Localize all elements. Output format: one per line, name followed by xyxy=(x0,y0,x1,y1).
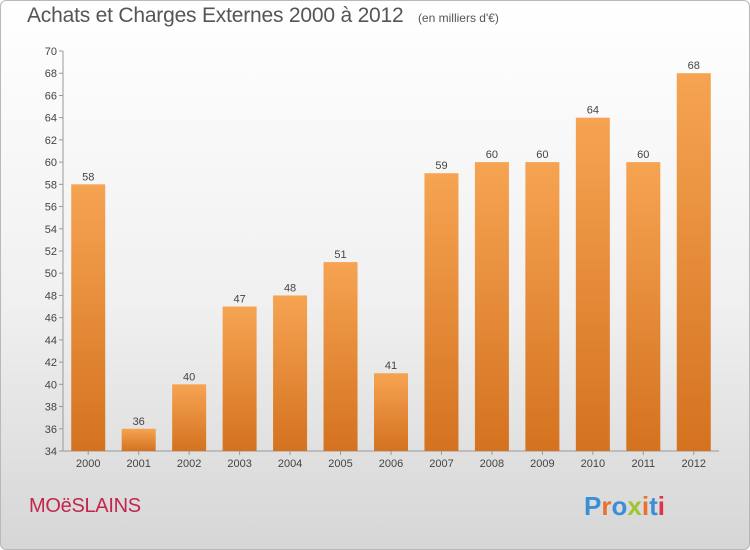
bar xyxy=(273,295,308,451)
bar xyxy=(71,184,106,452)
y-tick-label: 38 xyxy=(45,402,57,414)
x-tick-label: 2010 xyxy=(581,458,605,470)
y-tick-label: 62 xyxy=(45,135,57,147)
y-tick-label: 60 xyxy=(45,157,57,169)
bar-value-label: 60 xyxy=(536,149,548,161)
x-tick-label: 2012 xyxy=(682,458,706,470)
y-tick-label: 36 xyxy=(45,424,57,436)
x-tick-label: 2006 xyxy=(379,458,403,470)
bar-value-label: 36 xyxy=(133,416,145,428)
bar xyxy=(323,262,358,451)
bar xyxy=(222,306,257,451)
bar xyxy=(575,117,610,452)
y-axis: 34 36 38 40 42 44 46 48 50 52 54 56 58 60 62 64 66 68 70 xyxy=(45,46,64,458)
logo-letter: i xyxy=(641,491,650,521)
x-tick-label: 2007 xyxy=(429,458,453,470)
x-tick-label: 2009 xyxy=(530,458,554,470)
y-tick-label: 52 xyxy=(45,246,57,258)
y-tick-label: 64 xyxy=(45,113,57,125)
bar xyxy=(172,384,207,451)
x-tick-label: 2011 xyxy=(631,458,655,470)
y-tick-label: 40 xyxy=(45,379,57,391)
chart-unit: (en milliers d'€) xyxy=(417,11,499,25)
y-tick-label: 34 xyxy=(45,446,57,458)
bar xyxy=(424,173,459,451)
bar-value-label: 68 xyxy=(688,60,700,72)
bar-value-label: 60 xyxy=(486,149,498,161)
bar xyxy=(474,162,509,451)
bar-value-label: 59 xyxy=(435,160,447,172)
title-block: Achats et Charges Externes 2000 à 2012 (… xyxy=(27,4,499,28)
bar xyxy=(121,428,156,451)
x-tick-label: 2003 xyxy=(227,458,251,470)
x-tick-label: 2008 xyxy=(480,458,504,470)
bar-value-label: 58 xyxy=(82,171,94,183)
commune-name: MOëSLAINS xyxy=(29,495,141,517)
bar-value-label: 47 xyxy=(233,294,245,306)
bar-value-label: 41 xyxy=(385,360,397,372)
logo-letter: r xyxy=(601,491,612,521)
x-tick-label: 2005 xyxy=(328,458,352,470)
x-tick-label: 2000 xyxy=(76,458,100,470)
bar-value-label: 51 xyxy=(334,249,346,261)
data-labels: 58 36 40 47 48 51 41 59 60 60 64 60 68 xyxy=(82,60,700,428)
bar xyxy=(626,162,661,451)
y-tick-label: 54 xyxy=(45,224,57,236)
y-tick-label: 44 xyxy=(45,335,57,347)
chart-title: Achats et Charges Externes 2000 à 2012 xyxy=(27,4,404,27)
logo-letter: P xyxy=(584,491,602,521)
x-tick-label: 2002 xyxy=(177,458,201,470)
logo-letter: t xyxy=(649,491,658,521)
bar xyxy=(374,373,408,451)
y-tick-label: 46 xyxy=(45,313,57,325)
logo-letter: o xyxy=(611,491,628,521)
logo-letter: i xyxy=(657,491,665,521)
bar-value-label: 60 xyxy=(637,149,649,161)
y-tick-label: 42 xyxy=(45,357,57,369)
y-tick-label: 70 xyxy=(45,46,57,58)
y-tick-label: 48 xyxy=(45,290,57,302)
logo-letter: x xyxy=(627,491,642,521)
y-tick-label: 66 xyxy=(45,90,57,102)
x-axis: 2000 2001 2002 2003 2004 2005 2006 2007 2008 2009… xyxy=(63,450,719,470)
bar-value-label: 48 xyxy=(284,282,296,294)
y-tick-label: 56 xyxy=(45,202,57,214)
bar-value-label: 64 xyxy=(587,105,599,117)
bar xyxy=(676,73,711,451)
x-tick-label: 2004 xyxy=(278,458,302,470)
bars xyxy=(71,73,711,452)
y-tick-label: 50 xyxy=(45,268,57,280)
y-tick-label: 68 xyxy=(45,68,57,80)
proxiti-logo: Proxiti xyxy=(584,491,665,522)
bar-value-label: 40 xyxy=(183,371,195,383)
bar xyxy=(525,162,560,451)
y-tick-label: 58 xyxy=(45,179,57,191)
x-tick-label: 2001 xyxy=(126,458,150,470)
